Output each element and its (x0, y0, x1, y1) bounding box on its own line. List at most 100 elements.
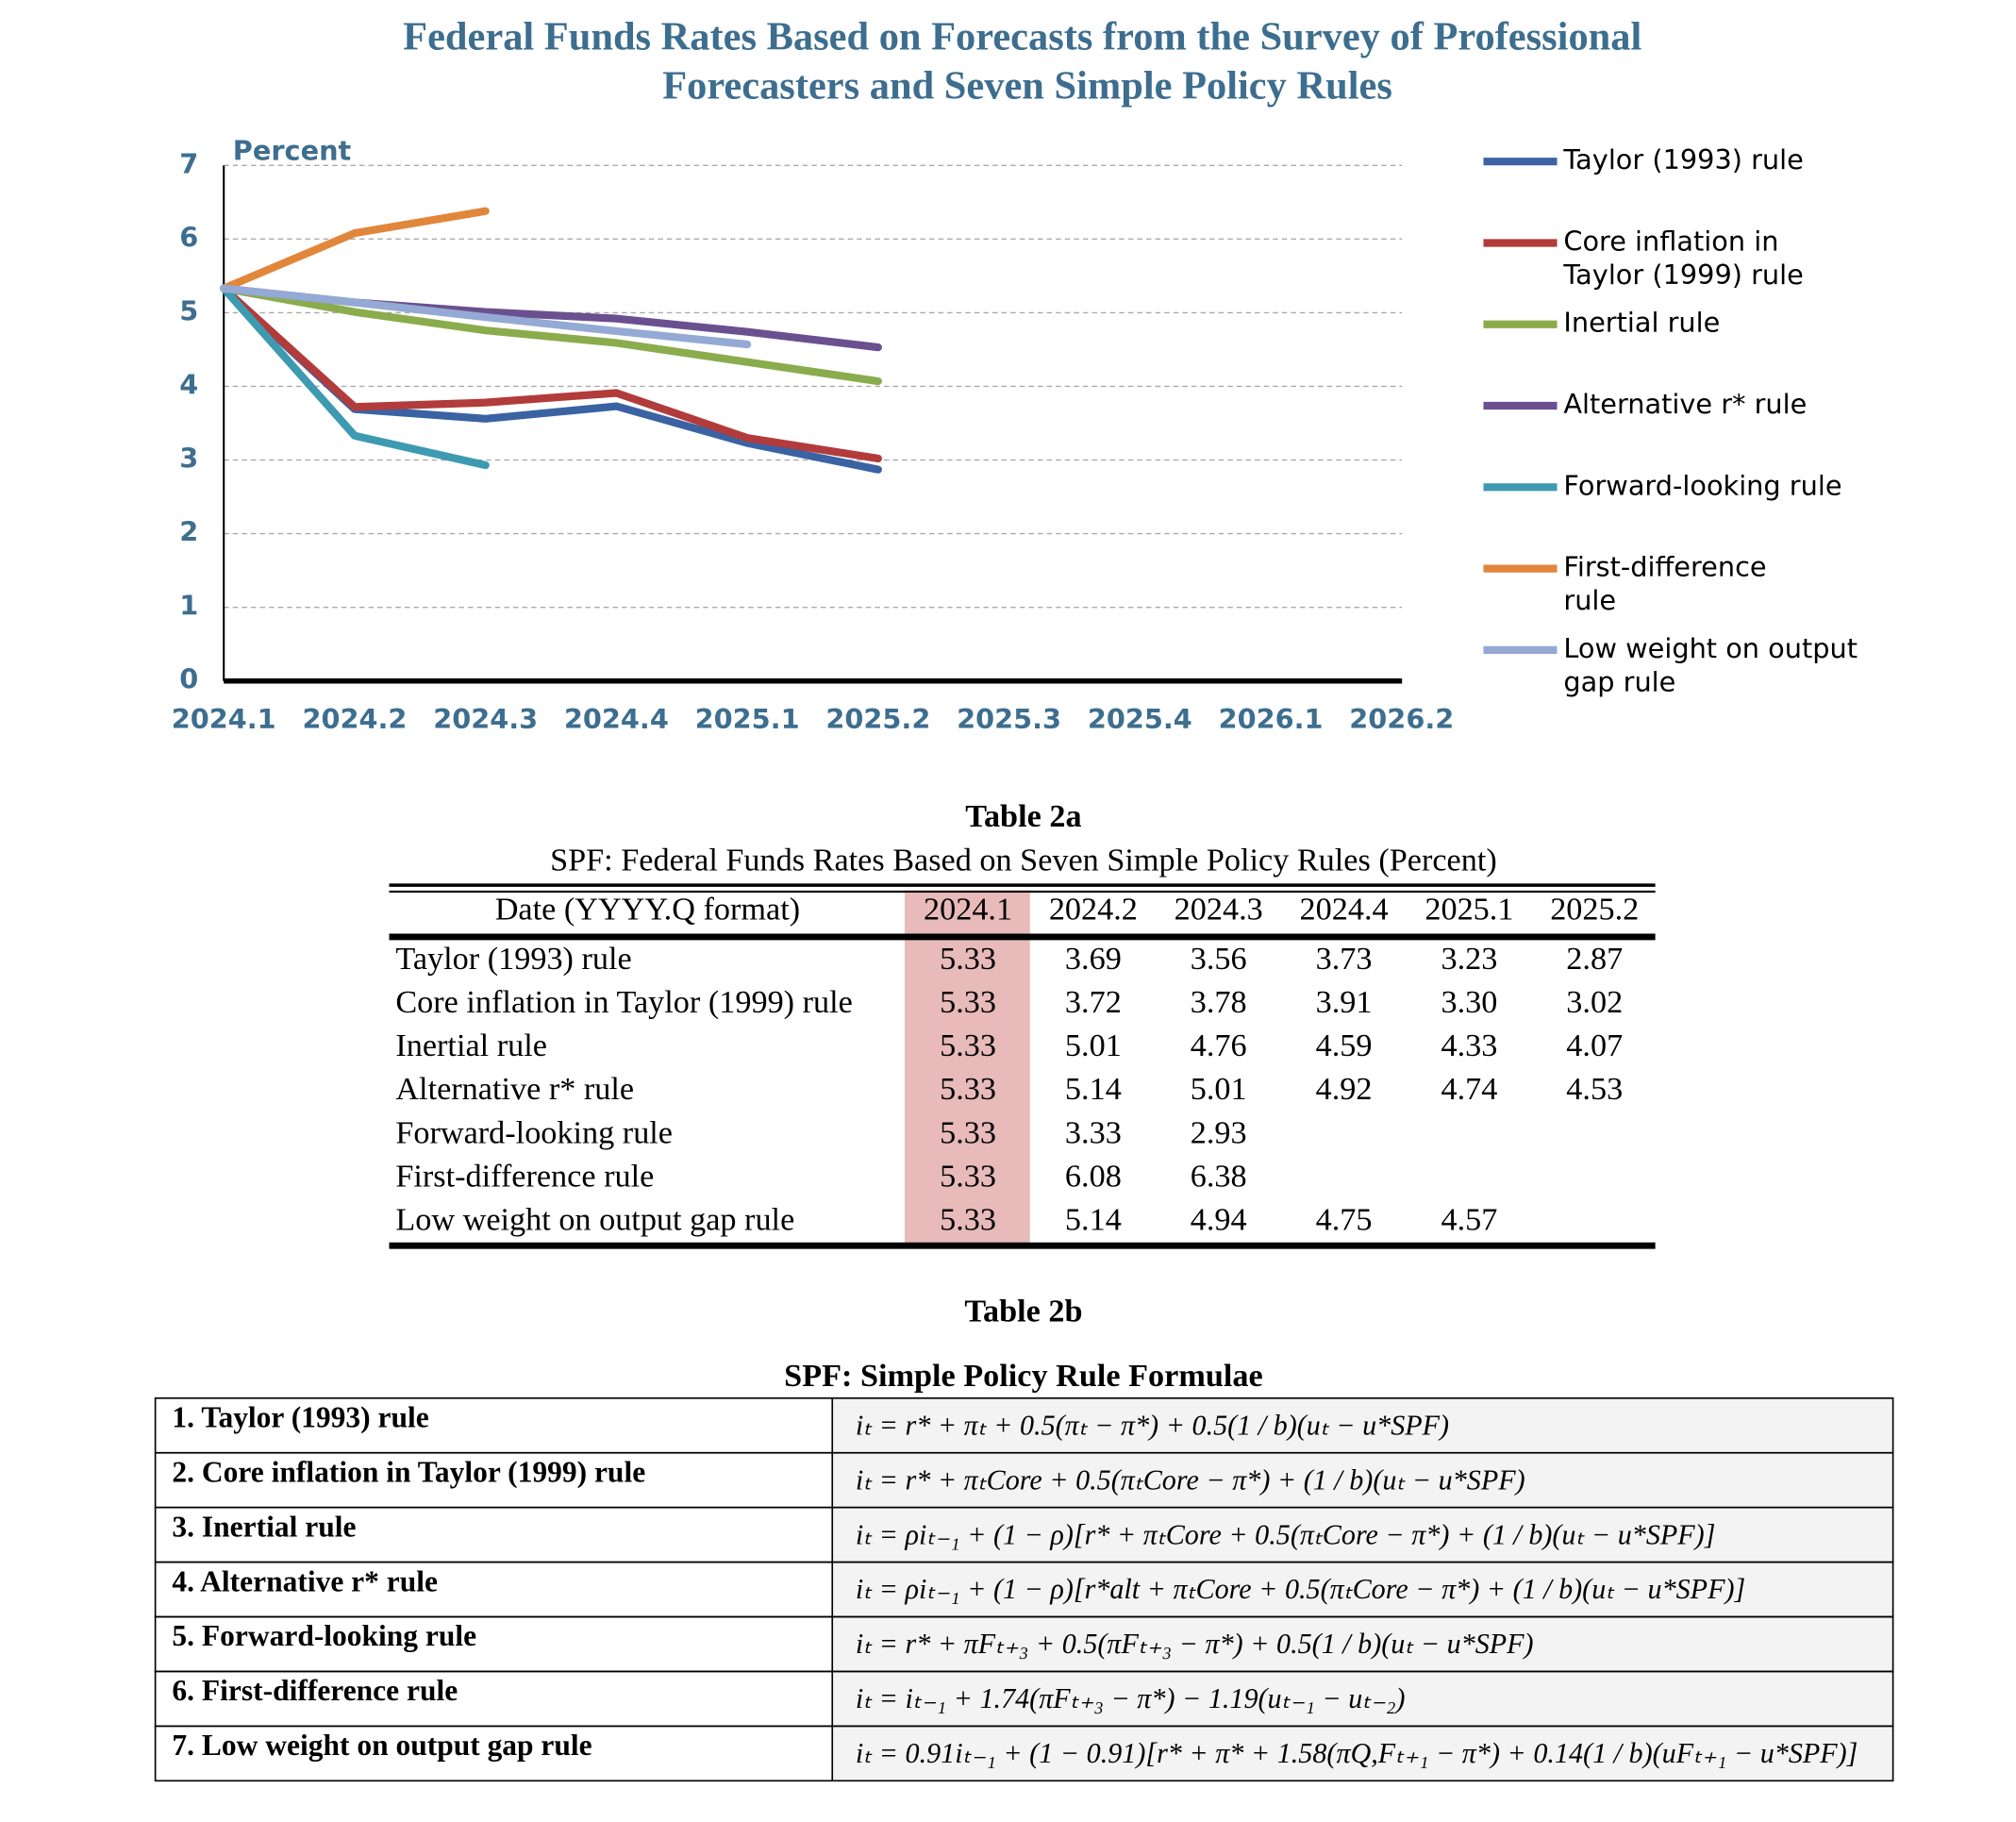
series-line (220, 284, 752, 349)
cell: 5.01 (1065, 1028, 1122, 1063)
rule-formula: iₜ = r* + πₜCore + 0.5(πₜCore − π*) + (1… (856, 1463, 1525, 1496)
row-border (154, 1725, 1894, 1782)
x-tick-label: 2025.2 (825, 703, 930, 735)
cell: 3.56 (1191, 941, 1247, 977)
cell: 5.14 (1065, 1071, 1122, 1107)
legend-label-line: rule (1563, 584, 1616, 616)
cell: 2.93 (1191, 1114, 1247, 1150)
y-tick-label: 6 (179, 221, 198, 253)
legend-label-line: Core inflation in (1563, 225, 1787, 257)
series-line (220, 284, 490, 470)
cell: 5.33 (940, 1202, 996, 1238)
series-line (220, 284, 882, 386)
row-label: Alternative r* rule (395, 1071, 634, 1107)
chart-title-line: Federal Funds Rates Based on Forecasts f… (403, 14, 1652, 59)
cell: 4.57 (1441, 1202, 1497, 1238)
cell: 5.33 (940, 1114, 996, 1150)
header-cell: 2024.4 (1300, 892, 1389, 928)
cell: 5.14 (1065, 1202, 1122, 1238)
rule-name: 5. Forward-looking rule (172, 1619, 476, 1652)
legend-label: Low weight on output gap rule (1563, 632, 1866, 698)
rule-name: 3. Inertial rule (172, 1510, 356, 1543)
cell: 3.02 (1566, 984, 1623, 1020)
header-label: Date (YYYY.Q format) (495, 892, 800, 928)
rule-formula: iₜ = 0.91iₜ₋₁ + (1 − 0.91)[r* + π* + 1.5… (856, 1737, 1858, 1769)
cell: 4.76 (1191, 1028, 1247, 1063)
cell: 5.33 (940, 984, 996, 1020)
cell: 5.33 (940, 1071, 996, 1107)
cell: 3.78 (1191, 984, 1247, 1020)
cell: 5.33 (940, 941, 996, 977)
x-tick-label: 2025.1 (695, 703, 800, 735)
header-cell: 2024.1 (924, 892, 1012, 928)
rule-formula: iₜ = r* + πFₜ₊₃ + 0.5(πFₜ₊₃ − π*) + 0.5(… (856, 1628, 1534, 1660)
x-tick-label: 2026.1 (1219, 703, 1324, 735)
x-tick-label: 2024.2 (302, 703, 407, 735)
y-axis-label: Percent (233, 135, 352, 167)
header-cell: 2024.2 (1049, 892, 1138, 928)
cell: 4.07 (1566, 1028, 1623, 1063)
cell: 3.72 (1065, 984, 1122, 1020)
legend-label-line: Taylor (1993) rule (1562, 143, 1803, 176)
cell: 3.23 (1441, 941, 1497, 977)
y-tick-label: 3 (179, 443, 198, 475)
cell: 5.33 (940, 1159, 996, 1195)
rule-name: 1. Taylor (1993) rule (172, 1401, 428, 1434)
series-line (220, 207, 490, 293)
row-label: Taylor (1993) rule (395, 941, 631, 977)
cell: 2.87 (1566, 941, 1623, 977)
rule-name: 2. Core inflation in Taylor (1999) rule (172, 1455, 645, 1488)
cell: 5.33 (940, 1028, 996, 1063)
legend-label-line: Low weight on output (1563, 632, 1866, 664)
legend-label-line: Forward-looking rule (1563, 469, 1841, 501)
row-label: First-difference rule (395, 1159, 654, 1195)
y-tick-label: 5 (179, 294, 198, 326)
x-tick-label: 2024.1 (172, 703, 276, 735)
rule-name: 6. First-difference rule (172, 1674, 458, 1707)
x-tick-label: 2024.4 (564, 703, 669, 735)
table-subtitle: SPF: Simple Policy Rule Formulae (784, 1358, 1263, 1394)
header-cell: 2025.2 (1550, 892, 1639, 928)
legend-label: Taylor (1993) rule (1562, 143, 1803, 176)
row-label: Forward-looking rule (395, 1114, 673, 1150)
cell: 4.75 (1316, 1202, 1373, 1238)
cell: 4.53 (1566, 1071, 1623, 1107)
legend-label-line: Taylor (1999) rule (1562, 259, 1803, 291)
y-tick-label: 2 (179, 516, 198, 548)
cell: 3.33 (1065, 1114, 1122, 1150)
rule-formula: iₜ = ρiₜ₋₁ + (1 − ρ)[r*alt + πₜCore + 0.… (856, 1573, 1745, 1605)
row-label: Low weight on output gap rule (395, 1202, 794, 1238)
cell: 3.30 (1441, 984, 1497, 1020)
table-title: Table 2a (965, 798, 1081, 834)
cell: 6.38 (1191, 1159, 1247, 1195)
legend-label-line: First-difference (1563, 551, 1774, 583)
chart-title: Federal Funds Rates Based on Forecasts f… (403, 14, 1652, 108)
legend-label: Core inflation in Taylor (1999) rule (1562, 225, 1803, 291)
x-tick-label: 2024.3 (433, 703, 538, 735)
y-tick-label: 7 (179, 147, 198, 179)
header-cell: 2025.1 (1425, 892, 1513, 928)
cell: 6.08 (1065, 1159, 1122, 1195)
legend-label-line: gap rule (1563, 665, 1675, 697)
table-subtitle: SPF: Federal Funds Rates Based on Seven … (550, 843, 1497, 878)
series-line (220, 284, 882, 463)
x-tick-label: 2026.2 (1349, 703, 1454, 735)
rule-name: 4. Alternative r* rule (172, 1564, 438, 1597)
formula-column (832, 1397, 1893, 1781)
x-tick-label: 2025.3 (957, 703, 1061, 735)
highlight-column (904, 890, 1030, 1244)
rule-formula: iₜ = r* + πₜ + 0.5(πₜ − π*) + 0.5(1 / b)… (856, 1409, 1449, 1441)
cell: 3.73 (1316, 941, 1373, 977)
rule-name: 7. Low weight on output gap rule (172, 1729, 591, 1762)
cell: 4.59 (1316, 1028, 1373, 1063)
table-title: Table 2b (964, 1294, 1082, 1329)
legend-label: Inertial rule (1563, 307, 1720, 339)
y-tick-label: 0 (179, 663, 198, 695)
y-tick-label: 1 (179, 590, 198, 622)
legend-label: Forward-looking rule (1563, 469, 1841, 501)
row-label: Inertial rule (395, 1028, 547, 1063)
legend-label-line: Inertial rule (1563, 307, 1720, 339)
cell: 4.92 (1316, 1071, 1373, 1107)
header-cell: 2024.3 (1175, 892, 1263, 928)
